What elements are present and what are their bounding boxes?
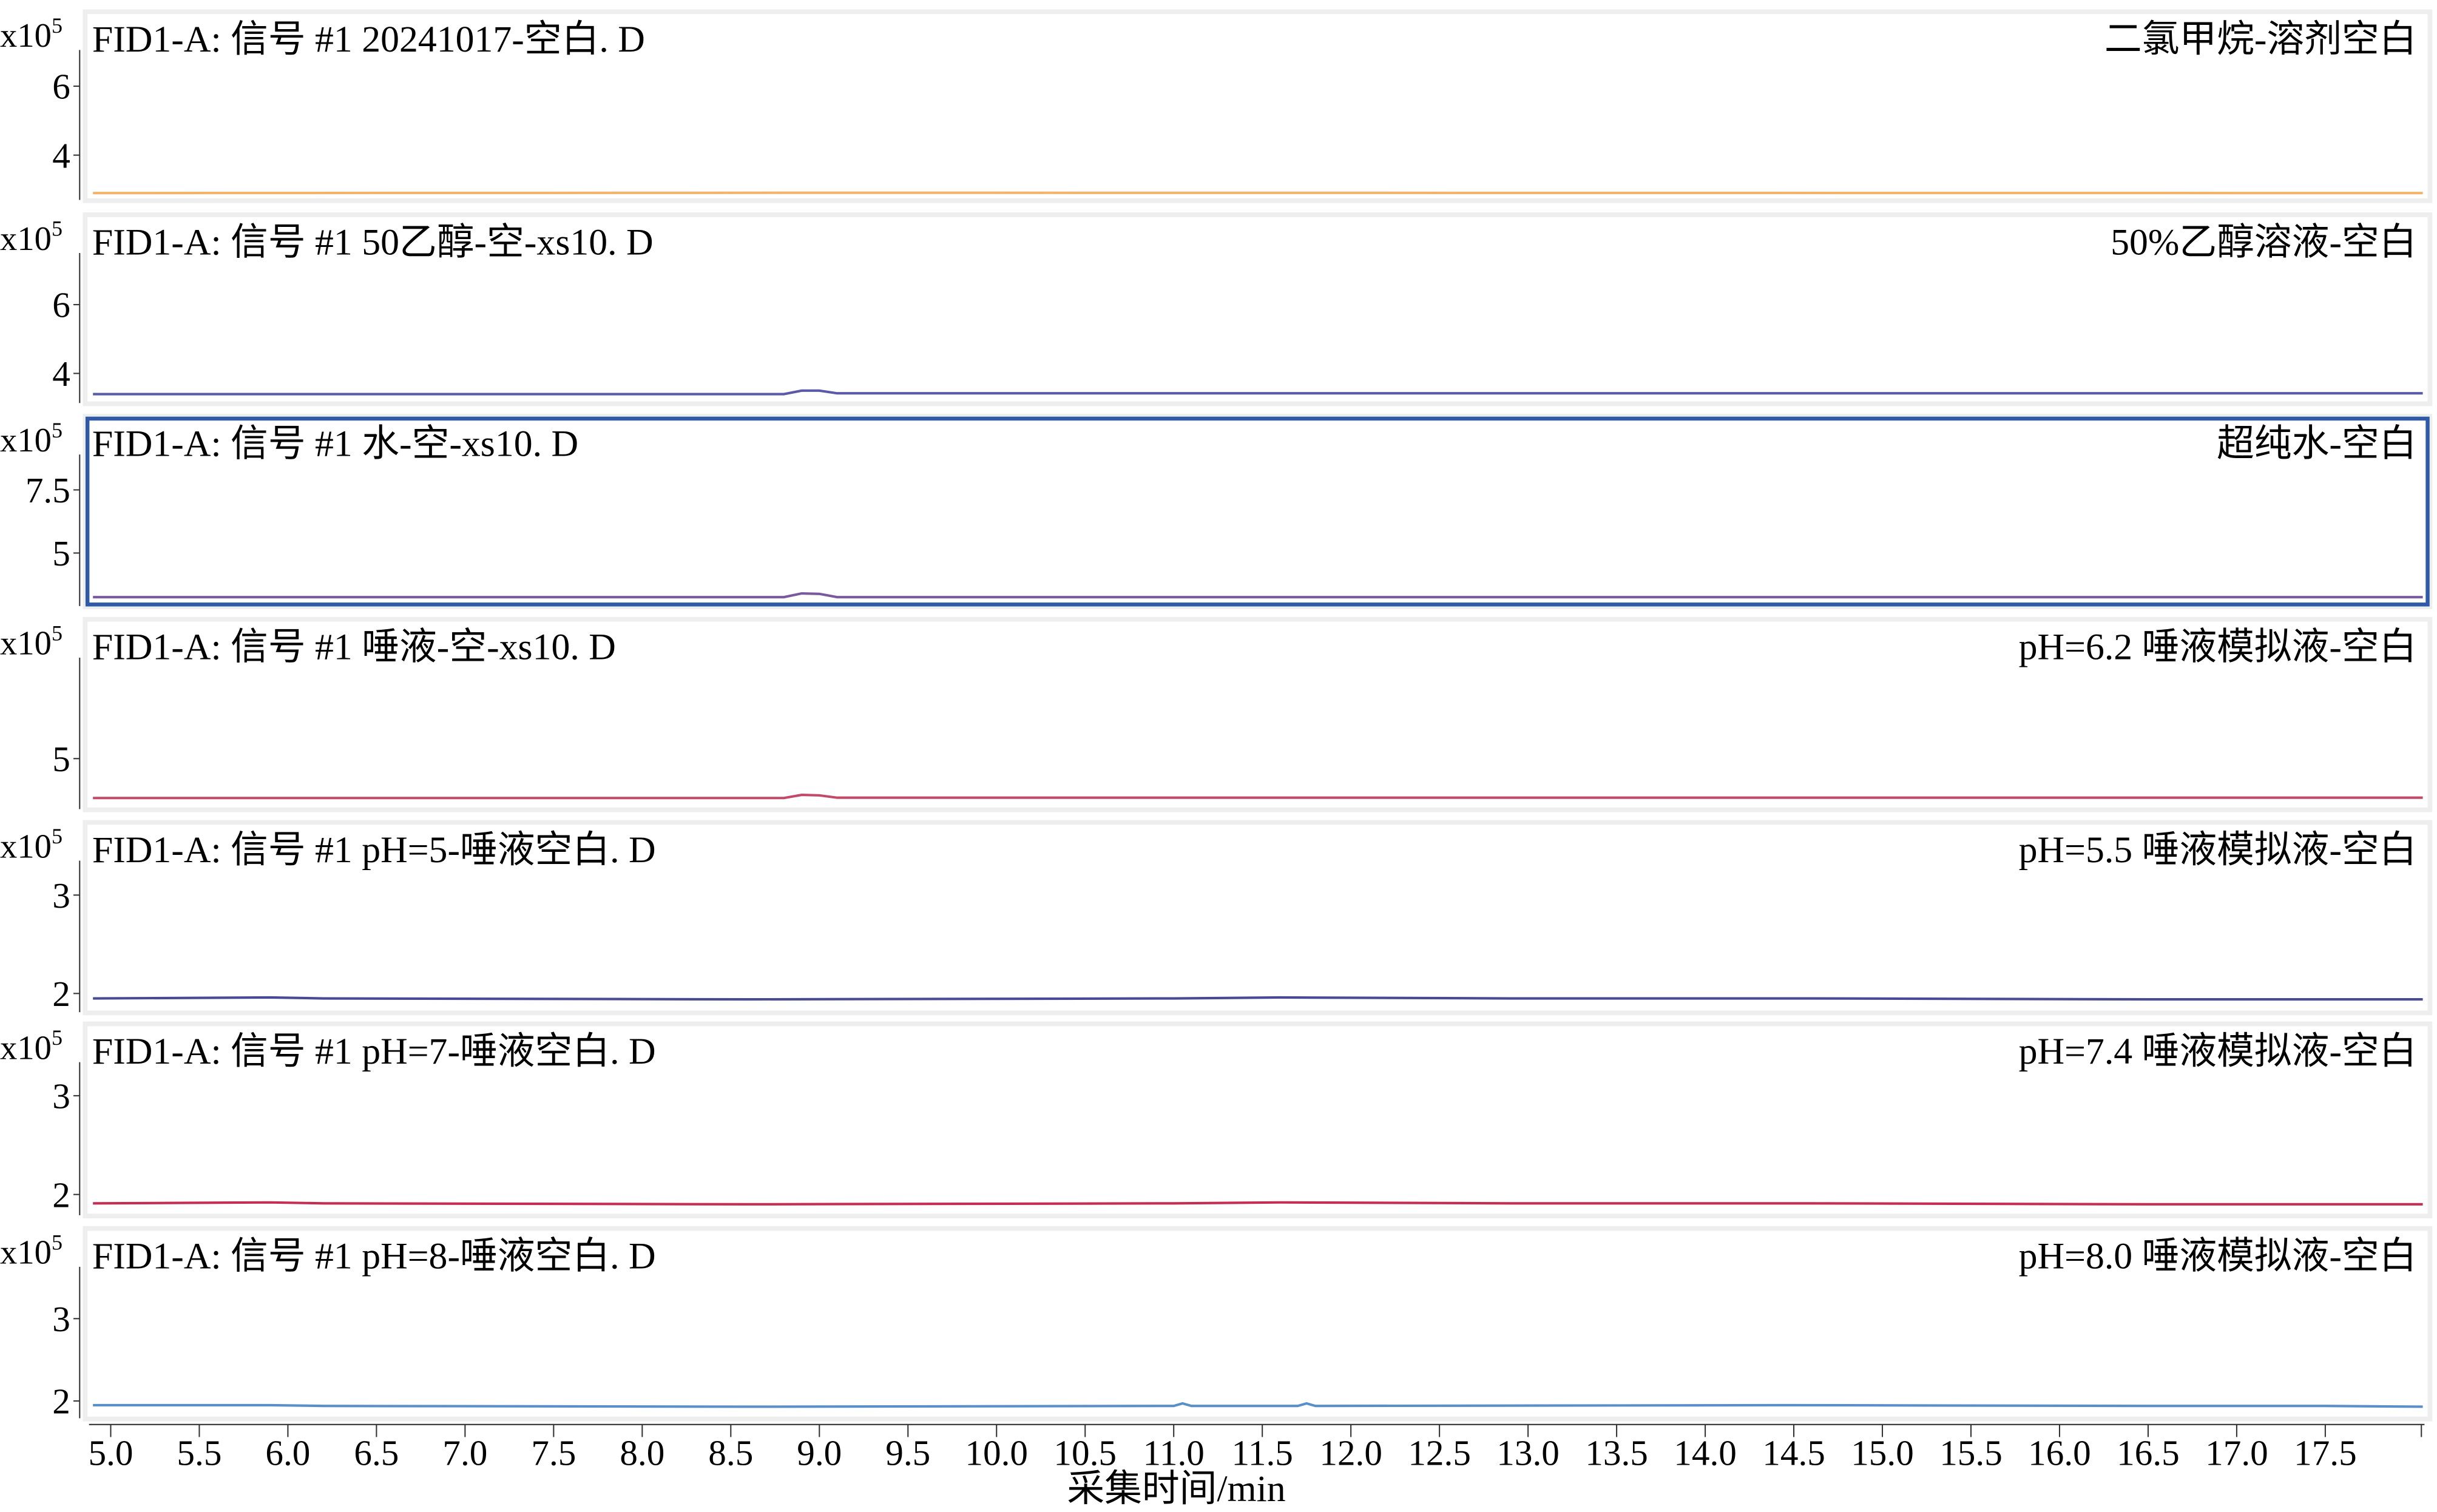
y-unit-label: x105 bbox=[0, 217, 63, 258]
panel-title: FID1-A: 信号 #1 pH=5-唾液空白. D bbox=[92, 829, 656, 871]
x-tick-label: 7.5 bbox=[531, 1433, 576, 1473]
y-tick-label: 6 bbox=[52, 285, 70, 325]
y-tick-label: 4 bbox=[52, 135, 70, 175]
panel-plot-area bbox=[87, 217, 2428, 402]
y-tick-label: 2 bbox=[52, 974, 70, 1014]
y-unit-label: x105 bbox=[0, 824, 63, 865]
x-tick-label: 15.0 bbox=[1851, 1433, 1914, 1473]
panel-plot-area bbox=[87, 14, 2428, 198]
chromatogram-panel[interactable]: 2 3 x105 FID1-A: 信号 #1 pH=5-唾液空白. D pH=5.5 唾… bbox=[0, 820, 2433, 1016]
x-tick-label: 6.5 bbox=[354, 1433, 399, 1473]
panel-sample-label: 50%乙醇溶液-空白 bbox=[2111, 222, 2416, 263]
x-tick-label: 7.0 bbox=[442, 1433, 487, 1473]
x-tick-label: 12.0 bbox=[1319, 1433, 1382, 1473]
chromatogram-trace bbox=[93, 794, 2423, 800]
x-tick-label: 11.5 bbox=[1231, 1433, 1293, 1473]
x-tick-label: 6.0 bbox=[265, 1433, 310, 1473]
y-tick-label: 3 bbox=[52, 1076, 70, 1116]
y-tick-label: 5 bbox=[52, 533, 70, 573]
panel-sample-label: pH=6.2 唾液模拟液-空白 bbox=[2019, 626, 2417, 667]
x-tick-label: 17.0 bbox=[2205, 1433, 2268, 1473]
panel-sample-label: pH=7.4 唾液模拟液-空白 bbox=[2019, 1031, 2417, 1072]
x-tick-label: 16.0 bbox=[2028, 1433, 2091, 1473]
y-tick-label: 7.5 bbox=[25, 470, 70, 510]
y-unit-exponent: 5 bbox=[52, 418, 63, 442]
y-unit-exponent: 5 bbox=[52, 621, 63, 645]
panel-title: FID1-A: 信号 #1 唾液-空-xs10. D bbox=[92, 626, 616, 667]
chromatogram-trace bbox=[93, 592, 2423, 599]
y-unit-exponent: 5 bbox=[52, 217, 63, 241]
y-unit-label: x105 bbox=[0, 1230, 63, 1271]
x-tick-label: 11.0 bbox=[1143, 1433, 1204, 1473]
y-tick-label: 3 bbox=[52, 1299, 70, 1339]
y-unit-exponent: 5 bbox=[52, 13, 63, 38]
x-tick-label: 13.0 bbox=[1496, 1433, 1560, 1473]
panel-sample-label: 二氯甲烷-溶剂空白 bbox=[2104, 19, 2417, 60]
panel-plot-area bbox=[87, 621, 2428, 808]
chromatogram-panel[interactable]: 4 6 x105 FID1-A: 信号 #1 20241017-空白. D 二氯甲烷-溶… bbox=[0, 9, 2433, 203]
panel-title: FID1-A: 信号 #1 50乙醇-空-xs10. D bbox=[92, 222, 654, 263]
y-unit-label: x105 bbox=[0, 1025, 63, 1067]
x-tick-label: 12.5 bbox=[1408, 1433, 1471, 1473]
panel-title: FID1-A: 信号 #1 pH=8-唾液空白. D bbox=[92, 1235, 656, 1277]
x-tick-label: 16.5 bbox=[2117, 1433, 2180, 1473]
x-tick-label: 13.5 bbox=[1585, 1433, 1648, 1473]
chromatogram-panel[interactable]: 2 3 x105 FID1-A: 信号 #1 pH=7-唾液空白. D pH=7.4 唾… bbox=[0, 1021, 2433, 1219]
x-tick-label: 9.0 bbox=[797, 1433, 842, 1473]
y-unit-exponent: 5 bbox=[52, 824, 63, 848]
panel-plot-area bbox=[87, 1230, 2428, 1417]
y-tick-label: 2 bbox=[52, 1382, 70, 1422]
chromatogram-panel[interactable]: 2 3 x105 FID1-A: 信号 #1 pH=8-唾液空白. D pH=8.0 唾… bbox=[0, 1226, 2433, 1422]
x-tick-label: 15.5 bbox=[1939, 1433, 2003, 1473]
x-tick-label: 8.0 bbox=[620, 1433, 664, 1473]
panel-title: FID1-A: 信号 #1 pH=7-唾液空白. D bbox=[92, 1031, 656, 1072]
y-unit-exponent: 5 bbox=[52, 1230, 63, 1254]
chromatogram-trace bbox=[93, 1402, 2423, 1408]
y-tick-label: 6 bbox=[52, 67, 70, 107]
panel-sample-label: pH=5.5 唾液模拟液-空白 bbox=[2019, 829, 2417, 871]
chromatogram-trace bbox=[93, 389, 2423, 396]
x-tick-label: 10.5 bbox=[1053, 1433, 1117, 1473]
y-unit-label: x105 bbox=[0, 418, 63, 459]
y-tick-label: 5 bbox=[52, 739, 70, 779]
x-tick-label: 5.0 bbox=[88, 1433, 133, 1473]
panel-sample-label: 超纯水-空白 bbox=[2217, 424, 2416, 465]
y-tick-label: 2 bbox=[52, 1175, 70, 1215]
panel-sample-label: pH=8.0 唾液模拟液-空白 bbox=[2019, 1235, 2417, 1277]
x-tick-label: 14.5 bbox=[1762, 1433, 1825, 1473]
y-unit-exponent: 5 bbox=[52, 1025, 63, 1050]
chromatogram-trace bbox=[93, 1201, 2423, 1206]
x-tick-label: 5.5 bbox=[177, 1433, 221, 1473]
x-tick-label: 8.5 bbox=[708, 1433, 753, 1473]
panel-plot-area bbox=[85, 416, 2430, 607]
chromatogram-panel[interactable]: 4 6 x105 FID1-A: 信号 #1 50乙醇-空-xs10. D 50%乙醇溶… bbox=[0, 212, 2433, 407]
x-tick-label: 17.5 bbox=[2294, 1433, 2357, 1473]
chromatogram-trace bbox=[93, 996, 2423, 1001]
chromatogram-panel[interactable]: 5 7.5 x105 FID1-A: 信号 #1 水-空-xs10. D 超纯水-空白 bbox=[0, 414, 2433, 610]
y-tick-label: 4 bbox=[52, 354, 70, 394]
x-axis: 5.0 5.5 6.0 6.5 7.0 7.5 8.0 8.5 9.0 9.5 10.0 10.5 11… bbox=[88, 1423, 2425, 1473]
x-axis-label: 采集时间/min bbox=[1067, 1468, 1285, 1510]
panel-title: FID1-A: 信号 #1 20241017-空白. D bbox=[92, 19, 645, 60]
panel-plot-area bbox=[87, 825, 2428, 1011]
chromatogram-trace bbox=[93, 191, 2423, 195]
x-tick-label: 14.0 bbox=[1674, 1433, 1737, 1473]
y-unit-label: x105 bbox=[0, 621, 63, 662]
y-unit-label: x105 bbox=[0, 13, 63, 55]
x-tick-label: 9.5 bbox=[885, 1433, 930, 1473]
panel-title: FID1-A: 信号 #1 水-空-xs10. D bbox=[92, 424, 578, 465]
panel-plot-area bbox=[87, 1026, 2428, 1214]
x-tick-label: 10.0 bbox=[965, 1433, 1028, 1473]
y-tick-label: 3 bbox=[52, 876, 70, 916]
